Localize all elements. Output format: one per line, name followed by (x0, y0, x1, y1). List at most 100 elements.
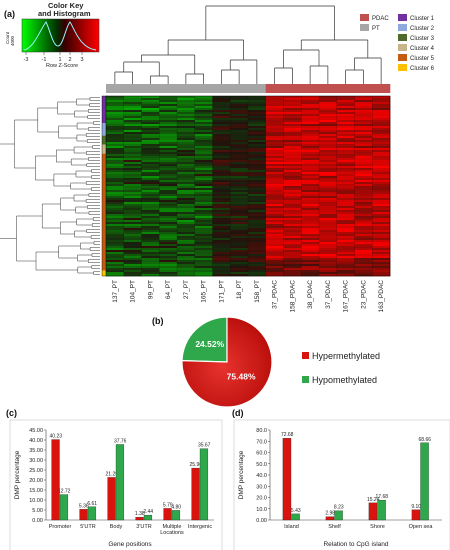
heatmap-cell (212, 228, 231, 231)
heatmap-cell (354, 198, 373, 201)
heatmap-cell (123, 100, 142, 103)
heatmap-cell (212, 236, 231, 239)
heatmap-cell (336, 184, 355, 187)
heatmap-cell (265, 226, 284, 229)
heatmap-cell (301, 148, 320, 151)
heatmap-cell (354, 260, 373, 263)
heatmap-cell (319, 246, 338, 249)
heatmap-cell (123, 164, 142, 167)
heatmap-cell (336, 208, 355, 211)
heatmap-cell (283, 234, 302, 237)
heatmap-cell (194, 202, 213, 205)
heatmap-cell (106, 206, 125, 209)
heatmap-cell (212, 226, 231, 229)
heatmap-cell (106, 250, 125, 253)
heatmap-cell (194, 232, 213, 235)
heatmap-cell (212, 170, 231, 173)
heatmap-cell (319, 114, 338, 117)
sample-label: 37_PDAC (325, 280, 332, 309)
heatmap-cell (301, 126, 320, 129)
heatmap-cell (106, 228, 125, 231)
heatmap-cell (230, 144, 249, 147)
cluster-sidebar-segment (102, 123, 107, 136)
heatmap-cell (372, 130, 391, 133)
heatmap-cell (177, 156, 196, 159)
heatmap-cell (319, 226, 338, 229)
heatmap-cell (336, 106, 355, 109)
heatmap-cell (372, 124, 391, 127)
heatmap-cell (141, 266, 160, 269)
cluster-sidebar-segment (102, 144, 107, 154)
heatmap-cell (301, 202, 320, 205)
y-tick-label: 80.0 (256, 428, 267, 434)
heatmap-cell (123, 126, 142, 129)
color-key-ytick: 4000 (10, 35, 15, 46)
heatmap-cell (336, 262, 355, 265)
heatmap-cell (177, 200, 196, 203)
heatmap-cell (265, 234, 284, 237)
heatmap-cell (248, 138, 267, 141)
heatmap-cell (265, 108, 284, 111)
heatmap-cell (248, 270, 267, 273)
heatmap-cell (141, 158, 160, 161)
heatmap-cell (319, 194, 338, 197)
heatmap-cell (283, 256, 302, 259)
heatmap-cell (106, 208, 125, 211)
heatmap-cell (141, 120, 160, 123)
heatmap-cell (319, 256, 338, 259)
heatmap-cell (301, 268, 320, 271)
row-dendrogram-branches (0, 97, 100, 275)
y-tick-label: 10.00 (29, 498, 43, 504)
heatmap-cell (354, 140, 373, 143)
heatmap-cell (194, 248, 213, 251)
heatmap-cell (283, 114, 302, 117)
sample-label: 99_PT (147, 280, 154, 299)
heatmap-cell (372, 216, 391, 219)
heatmap-cell (194, 106, 213, 109)
heatmap-cell (212, 224, 231, 227)
heatmap-cell (141, 130, 160, 133)
heatmap-cell (354, 106, 373, 109)
heatmap-cell (106, 220, 125, 223)
heatmap-cell (230, 162, 249, 165)
heatmap-cell (372, 138, 391, 141)
heatmap-cell (354, 230, 373, 233)
heatmap-cell (265, 162, 284, 165)
heatmap-cell (123, 234, 142, 237)
heatmap-cell (212, 96, 231, 99)
heatmap-cell (159, 96, 178, 99)
heatmap-cell (301, 104, 320, 107)
heatmap-cell (372, 220, 391, 223)
heatmap-cell (336, 188, 355, 191)
heatmap-cell (372, 218, 391, 221)
heatmap-cell (319, 258, 338, 261)
heatmap-cell (159, 212, 178, 215)
heatmap-cell (354, 154, 373, 157)
heatmap-cell (123, 268, 142, 271)
heatmap-cell (354, 144, 373, 147)
heatmap-cell (336, 264, 355, 267)
heatmap-cell (248, 168, 267, 171)
heatmap-cell (248, 190, 267, 193)
heatmap-cell (265, 240, 284, 243)
heatmap-cell (265, 154, 284, 157)
heatmap-cell (248, 184, 267, 187)
heatmap-cell (265, 122, 284, 125)
sample-label: 167_PDAC (343, 280, 350, 313)
heatmap-cell (159, 128, 178, 131)
heatmap-cell (354, 238, 373, 241)
heatmap-cell (372, 178, 391, 181)
heatmap-cell (319, 248, 338, 251)
heatmap-cell (106, 150, 125, 153)
heatmap-cell (177, 108, 196, 111)
heatmap-cell (265, 260, 284, 263)
heatmap-cell (336, 192, 355, 195)
color-key-title-2: and Histogram (38, 9, 91, 18)
heatmap-cell (141, 170, 160, 173)
heatmap-cell (248, 230, 267, 233)
heatmap-cell (248, 182, 267, 185)
heatmap-cell (283, 214, 302, 217)
sample-label: 37_PDAC (272, 280, 279, 309)
heatmap-cell (354, 164, 373, 167)
heatmap-cell (283, 116, 302, 119)
